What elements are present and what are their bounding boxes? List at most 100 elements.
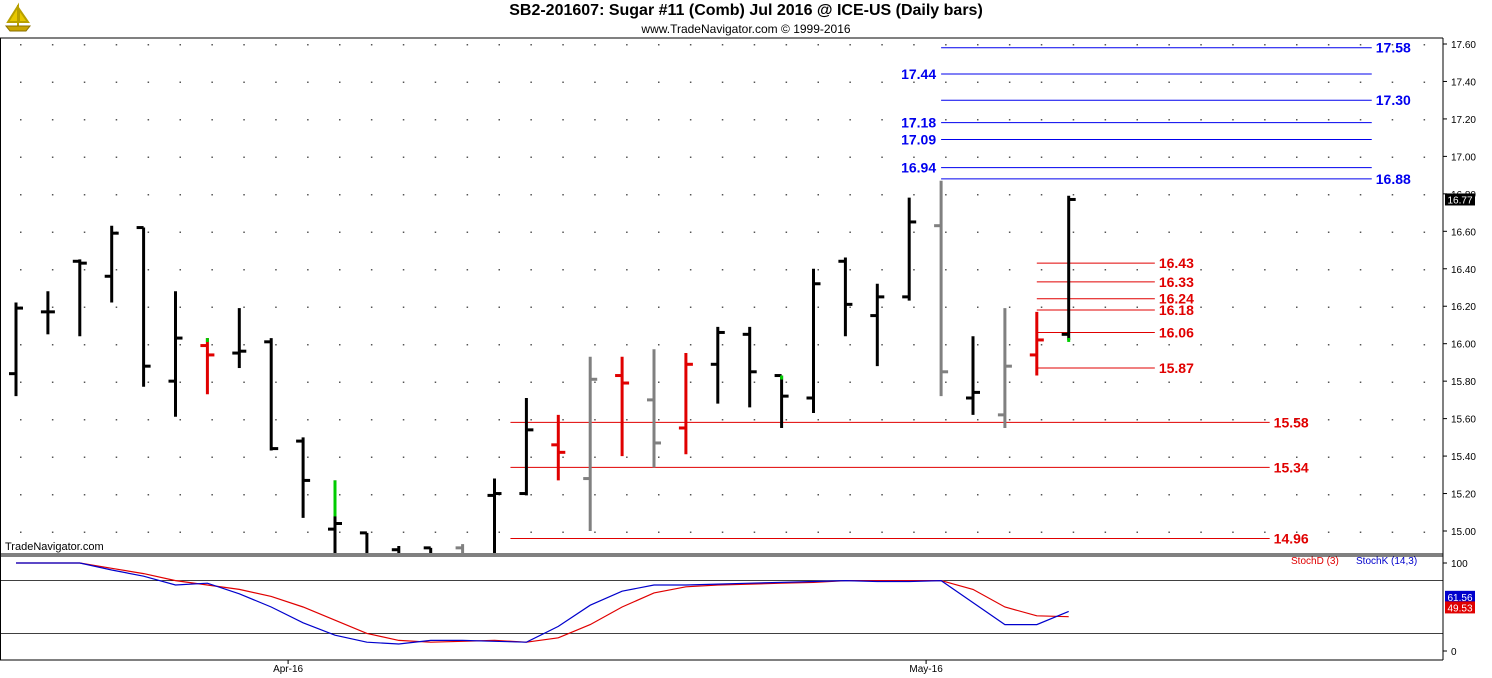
grid-dot xyxy=(339,194,341,196)
grid-dot xyxy=(1008,231,1011,233)
grid-dot xyxy=(1200,269,1202,271)
grid-dot xyxy=(689,269,692,271)
stoch-tick-label: 100 xyxy=(1451,559,1468,570)
grid-dot xyxy=(530,494,532,496)
grid-dot xyxy=(1136,194,1138,196)
grid-dot xyxy=(1040,119,1043,121)
grid-dot xyxy=(785,419,788,421)
bars-group xyxy=(9,180,1076,553)
grid-dot xyxy=(721,194,724,196)
grid-dot xyxy=(689,381,692,383)
grid-dot xyxy=(1200,306,1202,308)
grid-dot xyxy=(689,344,692,346)
grid-dot xyxy=(1168,306,1170,308)
grid-dot xyxy=(530,81,532,83)
grid-dot xyxy=(945,306,947,308)
grid-dot xyxy=(977,81,979,83)
grid-dot xyxy=(339,156,341,158)
grid-dot xyxy=(1136,81,1138,83)
grid-dot xyxy=(721,119,724,121)
grid-dot xyxy=(402,381,405,383)
grid-dot xyxy=(1168,419,1170,421)
grid-dot xyxy=(307,156,309,158)
grid-dot xyxy=(179,156,181,158)
price-axis: 17.6017.4017.2017.0016.8016.6016.4016.20… xyxy=(1443,40,1476,538)
grid-dot xyxy=(1072,306,1075,308)
grid-dot xyxy=(1327,44,1330,46)
grid-dot xyxy=(977,231,979,233)
grid-dot xyxy=(594,44,596,46)
grid-dot xyxy=(1391,194,1394,196)
grid-dot xyxy=(1264,531,1266,533)
grid-dot xyxy=(243,269,245,271)
grid-dot xyxy=(466,531,469,533)
grid-dot xyxy=(51,344,54,346)
grid-dot xyxy=(1072,419,1075,421)
grid-dot xyxy=(1359,156,1362,158)
grid-dot xyxy=(626,531,628,533)
grid-dot xyxy=(689,44,692,46)
grid-dot xyxy=(115,494,118,496)
grid-dot xyxy=(339,269,341,271)
ohlc-bar xyxy=(806,268,821,413)
grid-dot xyxy=(498,81,500,83)
grid-dot xyxy=(1168,194,1170,196)
grid-dot xyxy=(147,456,150,458)
grid-dot xyxy=(1136,44,1138,46)
grid-dot xyxy=(817,456,819,458)
grid-dot xyxy=(1391,156,1394,158)
grid-dot xyxy=(785,231,788,233)
grid-dot xyxy=(689,494,692,496)
grid-dot xyxy=(275,44,277,46)
grid-dot xyxy=(51,456,54,458)
grid-dot xyxy=(626,44,628,46)
grid-dot xyxy=(115,269,118,271)
grid-dot xyxy=(689,306,692,308)
grid-dot xyxy=(753,419,756,421)
grid-dot xyxy=(434,344,437,346)
grid-dot xyxy=(275,344,277,346)
grid-dot xyxy=(434,231,437,233)
grid-dot xyxy=(243,531,245,533)
grid-dot xyxy=(594,531,596,533)
ohlc-bar xyxy=(359,531,369,553)
grid-dot xyxy=(849,456,851,458)
grid-dot xyxy=(658,81,660,83)
ohlc-bar xyxy=(1029,311,1044,376)
level-label: 16.24 xyxy=(1159,291,1194,307)
grid-dot xyxy=(1008,419,1011,421)
grid-dot xyxy=(434,156,437,158)
grid-dot xyxy=(211,381,213,383)
stoch-tick-label: 0 xyxy=(1451,647,1457,658)
grid-dot xyxy=(1072,194,1075,196)
grid-dot xyxy=(785,381,788,383)
level-label: 17.09 xyxy=(901,132,936,148)
grid-dot xyxy=(1008,81,1011,83)
grid-dot xyxy=(881,531,883,533)
grid-dot xyxy=(1423,419,1426,421)
grid-dot xyxy=(51,194,54,196)
grid-dot xyxy=(402,231,405,233)
grid-dot xyxy=(83,231,86,233)
grid-dot xyxy=(881,119,883,121)
grid-dot xyxy=(1136,231,1138,233)
grid-dot xyxy=(466,269,469,271)
grid-dot xyxy=(849,381,851,383)
grid-dot xyxy=(434,456,437,458)
grid-dot xyxy=(721,344,724,346)
grid-dot xyxy=(498,269,500,271)
price-tick-label: 15.20 xyxy=(1451,490,1476,501)
grid-dot xyxy=(1008,119,1011,121)
grid-dot xyxy=(1136,156,1138,158)
grid-dot xyxy=(20,531,22,533)
grid-dot xyxy=(370,381,373,383)
grid-dot xyxy=(1104,531,1107,533)
grid-dot xyxy=(275,456,277,458)
grid-dot xyxy=(562,231,564,233)
grid-dot xyxy=(1232,419,1234,421)
grid-dot xyxy=(1264,194,1266,196)
grid-dot xyxy=(1296,306,1298,308)
grid-dot xyxy=(370,344,373,346)
grid-dot xyxy=(402,456,405,458)
grid-dot xyxy=(721,381,724,383)
